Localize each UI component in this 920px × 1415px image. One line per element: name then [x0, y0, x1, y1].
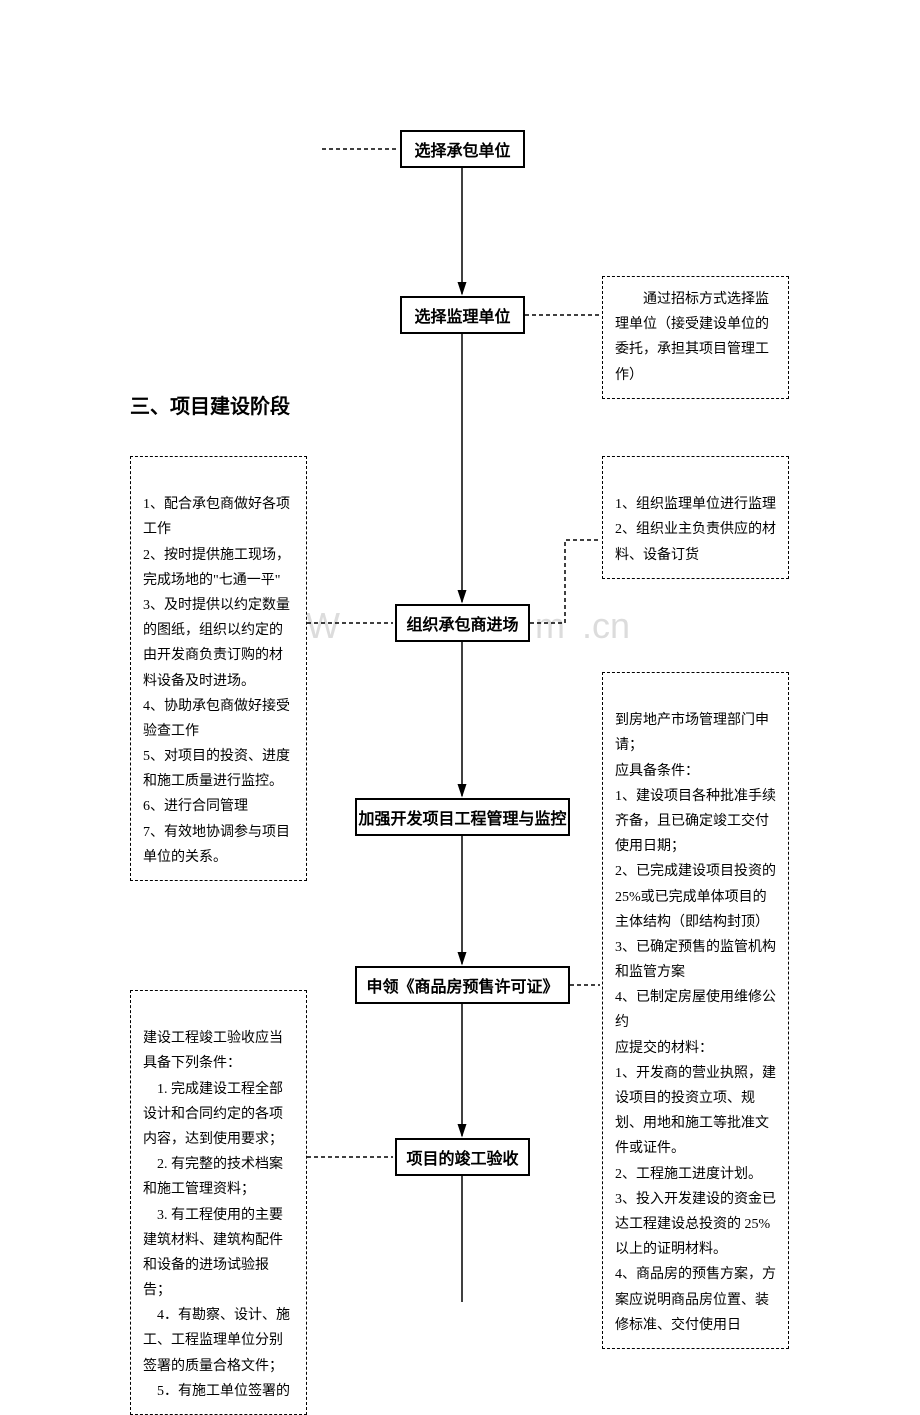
note-text: 到房地产市场管理部门申请； 应具备条件： 1、建设项目各种批准手续齐备，且已确定…	[615, 713, 776, 1333]
node-completion-acceptance: 项目的竣工验收	[395, 1138, 530, 1176]
note-text: 1、配合承包商做好各项工作 2、按时提供施工现场，完成场地的"七通一平" 3、及…	[143, 497, 290, 865]
node-select-supervisor: 选择监理单位	[400, 296, 525, 334]
note-construction-left: 1、配合承包商做好各项工作 2、按时提供施工现场，完成场地的"七通一平" 3、及…	[130, 456, 307, 881]
node-presale-permit: 申领《商品房预售许可证》	[355, 966, 570, 1004]
section-title: 三、项目建设阶段	[130, 390, 290, 419]
node-select-contractor: 选择承包单位	[400, 130, 525, 168]
note-text: 建设工程竣工验收应当具备下列条件： 1. 完成建设工程全部设计和合同约定的各项内…	[143, 1031, 290, 1399]
node-strengthen-management: 加强开发项目工程管理与监控	[355, 798, 570, 836]
note-text: 通过招标方式选择监理单位（接受建设单位的委托，承担其项目管理工作）	[615, 292, 769, 383]
note-supervise-supply-right: 1、组织监理单位进行监理 2、组织业主负责供应的材料、设备订货	[602, 456, 789, 579]
note-presale-right: 到房地产市场管理部门申请； 应具备条件： 1、建设项目各种批准手续齐备，且已确定…	[602, 672, 789, 1349]
node-organize-contractor-entry: 组织承包商进场	[395, 604, 530, 642]
watermark-right-b: .cn	[582, 605, 630, 647]
note-supervisor-tender: 通过招标方式选择监理单位（接受建设单位的委托，承担其项目管理工作）	[602, 276, 789, 399]
note-completion-left: 建设工程竣工验收应当具备下列条件： 1. 完成建设工程全部设计和合同约定的各项内…	[130, 990, 307, 1415]
note-text: 1、组织监理单位进行监理 2、组织业主负责供应的材料、设备订货	[615, 497, 776, 562]
watermark-right-a: m	[535, 605, 565, 647]
dash-n3-rightnote	[530, 540, 600, 623]
